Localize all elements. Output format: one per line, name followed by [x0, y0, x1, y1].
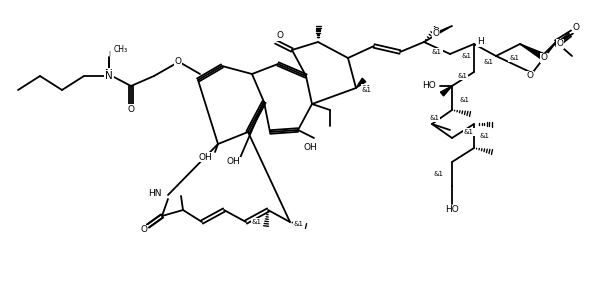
Text: &1: &1 — [429, 115, 439, 121]
Text: OH: OH — [303, 144, 317, 152]
Text: &1: &1 — [483, 59, 493, 65]
Polygon shape — [356, 78, 366, 88]
Text: &1: &1 — [464, 129, 474, 135]
Text: &1: &1 — [457, 73, 467, 79]
Text: HN: HN — [148, 188, 162, 197]
Text: O: O — [432, 30, 440, 38]
Text: &1: &1 — [432, 49, 442, 55]
Text: O: O — [277, 32, 283, 40]
Text: CH₃: CH₃ — [114, 45, 128, 54]
Text: H: H — [477, 38, 483, 47]
Text: &1: &1 — [460, 97, 470, 103]
Polygon shape — [440, 86, 452, 96]
Text: N: N — [105, 69, 113, 79]
Text: &1: &1 — [461, 53, 471, 59]
Text: O: O — [432, 28, 440, 37]
Text: &1: &1 — [509, 55, 519, 61]
Text: O: O — [128, 105, 134, 113]
Text: O: O — [174, 57, 182, 66]
Text: O: O — [556, 40, 564, 49]
Text: OH: OH — [198, 152, 212, 161]
Text: N: N — [105, 71, 113, 81]
Text: &1: &1 — [480, 133, 490, 139]
Text: &1: &1 — [294, 221, 304, 227]
Polygon shape — [520, 44, 544, 59]
Text: |: | — [108, 50, 110, 56]
Text: O: O — [527, 71, 533, 81]
Text: &1: &1 — [362, 85, 372, 91]
Text: O: O — [140, 226, 148, 234]
Text: O: O — [541, 54, 547, 62]
Text: O: O — [174, 57, 182, 67]
Text: &1: &1 — [433, 171, 443, 177]
Text: O: O — [573, 23, 579, 33]
Text: &1: &1 — [252, 219, 262, 225]
Text: HO: HO — [445, 205, 459, 214]
Text: HO: HO — [422, 81, 436, 91]
Text: &1: &1 — [362, 87, 372, 93]
Text: OH: OH — [226, 158, 240, 166]
